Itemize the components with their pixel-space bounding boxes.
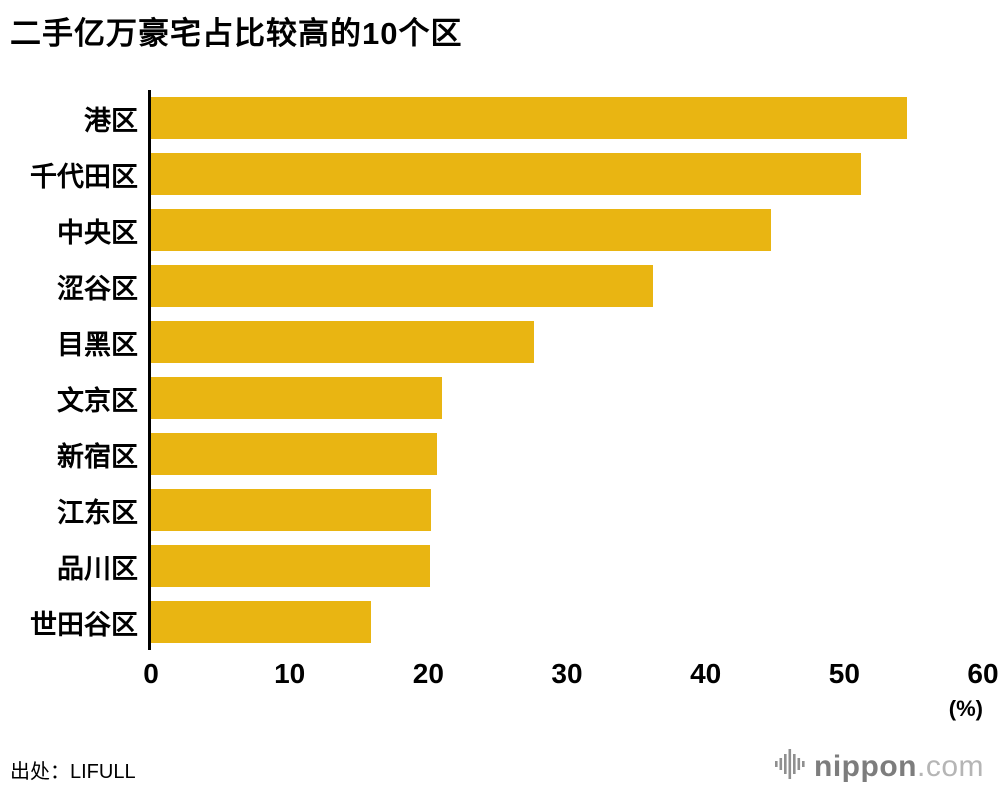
bar [151,265,653,307]
bar-row: 文京区 [10,370,983,426]
source-label: 出处：LIFULL [10,761,136,783]
bar [151,601,372,643]
category-label: 文京区 [57,385,138,416]
bar-rows: 港区千代田区中央区涩谷区目黑区文京区新宿区江东区品川区世田谷区 [10,90,983,650]
bar-row: 目黑区 [10,314,983,370]
bar-track [148,314,983,370]
bar-row: 港区 [10,90,983,146]
bar-track [148,90,983,146]
category-label: 涩谷区 [57,273,138,304]
bar [151,489,432,531]
bar-row: 千代田区 [10,146,983,202]
x-tick-label: 50 [828,658,860,689]
bar [151,209,771,251]
bar-row: 涩谷区 [10,258,983,314]
bar-track [148,202,983,258]
bar-track [148,258,983,314]
bar-track [148,146,983,202]
chart-title: 二手亿万豪宅占比较高的10个区 [10,16,463,51]
x-tick-label: 0 [143,658,159,689]
nippon-logo: nippon.com [775,747,984,786]
x-axis-unit-label: (%) [948,696,983,721]
bar-track [148,426,983,482]
category-label: 目黑区 [57,329,138,360]
category-label: 新宿区 [57,441,138,472]
bar [151,97,907,139]
bar [151,433,437,475]
x-tick-label: 10 [274,658,306,689]
x-tick-label: 60 [967,658,999,689]
bar-track [148,370,983,426]
bar [151,321,534,363]
soundwave-bars-icon [775,747,805,786]
category-label: 港区 [84,105,138,136]
bar [151,377,443,419]
x-axis: 0 10 20 30 40 50 60 [143,658,998,692]
bar-row: 世田谷区 [10,594,983,650]
category-label: 世田谷区 [30,609,138,640]
bar-row: 品川区 [10,538,983,594]
category-label: 中央区 [57,217,138,248]
category-label: 江东区 [57,497,138,528]
x-tick-label: 30 [551,658,583,689]
logo-suffix-text: .com [916,749,984,783]
x-tick-label: 20 [412,658,444,689]
bar-row: 新宿区 [10,426,983,482]
logo-main-text: nippon [814,749,917,783]
category-label: 千代田区 [30,161,138,192]
logo-wordmark: nippon.com [814,750,984,784]
bar-row: 中央区 [10,202,983,258]
x-tick-label: 40 [690,658,722,689]
bar-chart: 港区千代田区中央区涩谷区目黑区文京区新宿区江东区品川区世田谷区 0 10 20 30 4… [10,90,999,722]
bar [151,545,430,587]
bar-track [148,538,983,594]
bar-row: 江东区 [10,482,983,538]
bar-track [148,594,983,650]
bar-track [148,482,983,538]
bar [151,153,861,195]
category-label: 品川区 [57,553,138,584]
